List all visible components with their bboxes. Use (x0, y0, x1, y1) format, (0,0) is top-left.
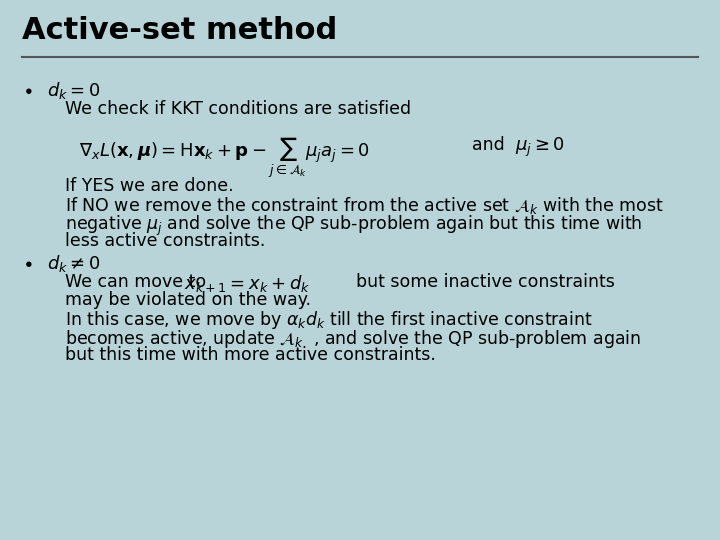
Text: $x_{k+1} = x_k + d_k$: $x_{k+1} = x_k + d_k$ (184, 273, 310, 294)
Text: but this time with more active constraints.: but this time with more active constrain… (65, 346, 436, 364)
Text: may be violated on the way.: may be violated on the way. (65, 291, 311, 309)
Text: If NO we remove the constraint from the active set $\mathcal{A}_k$ with the most: If NO we remove the constraint from the … (65, 195, 663, 217)
Text: and: and (472, 136, 504, 154)
Text: becomes active, update $\mathcal{A}_k$  , and solve the QP sub-problem again: becomes active, update $\mathcal{A}_k$ ,… (65, 328, 641, 350)
Text: but some inactive constraints: but some inactive constraints (356, 273, 616, 291)
Text: If YES we are done.: If YES we are done. (65, 177, 233, 195)
Text: $\bullet$: $\bullet$ (22, 80, 32, 99)
Text: $\nabla_x L(\mathbf{x}, \boldsymbol{\mu}) = \mathrm{H}\mathbf{x}_k + \mathbf{p} : $\nabla_x L(\mathbf{x}, \boldsymbol{\mu}… (79, 136, 370, 180)
Text: $d_k \neq 0$: $d_k \neq 0$ (47, 253, 100, 274)
Text: In this case, we move by $\alpha_k d_k$ till the first inactive constraint: In this case, we move by $\alpha_k d_k$ … (65, 309, 593, 332)
Text: $d_k = 0$: $d_k = 0$ (47, 80, 100, 101)
Text: $\mu_j \geq 0$: $\mu_j \geq 0$ (515, 136, 564, 159)
Text: We can move to: We can move to (65, 273, 206, 291)
Text: negative $\mu_j$ and solve the QP sub-problem again but this time with: negative $\mu_j$ and solve the QP sub-pr… (65, 214, 642, 238)
Text: We check if KKT conditions are satisfied: We check if KKT conditions are satisfied (65, 100, 411, 118)
Text: Active-set method: Active-set method (22, 16, 337, 45)
Text: $\bullet$: $\bullet$ (22, 253, 32, 272)
Text: less active constraints.: less active constraints. (65, 232, 265, 250)
